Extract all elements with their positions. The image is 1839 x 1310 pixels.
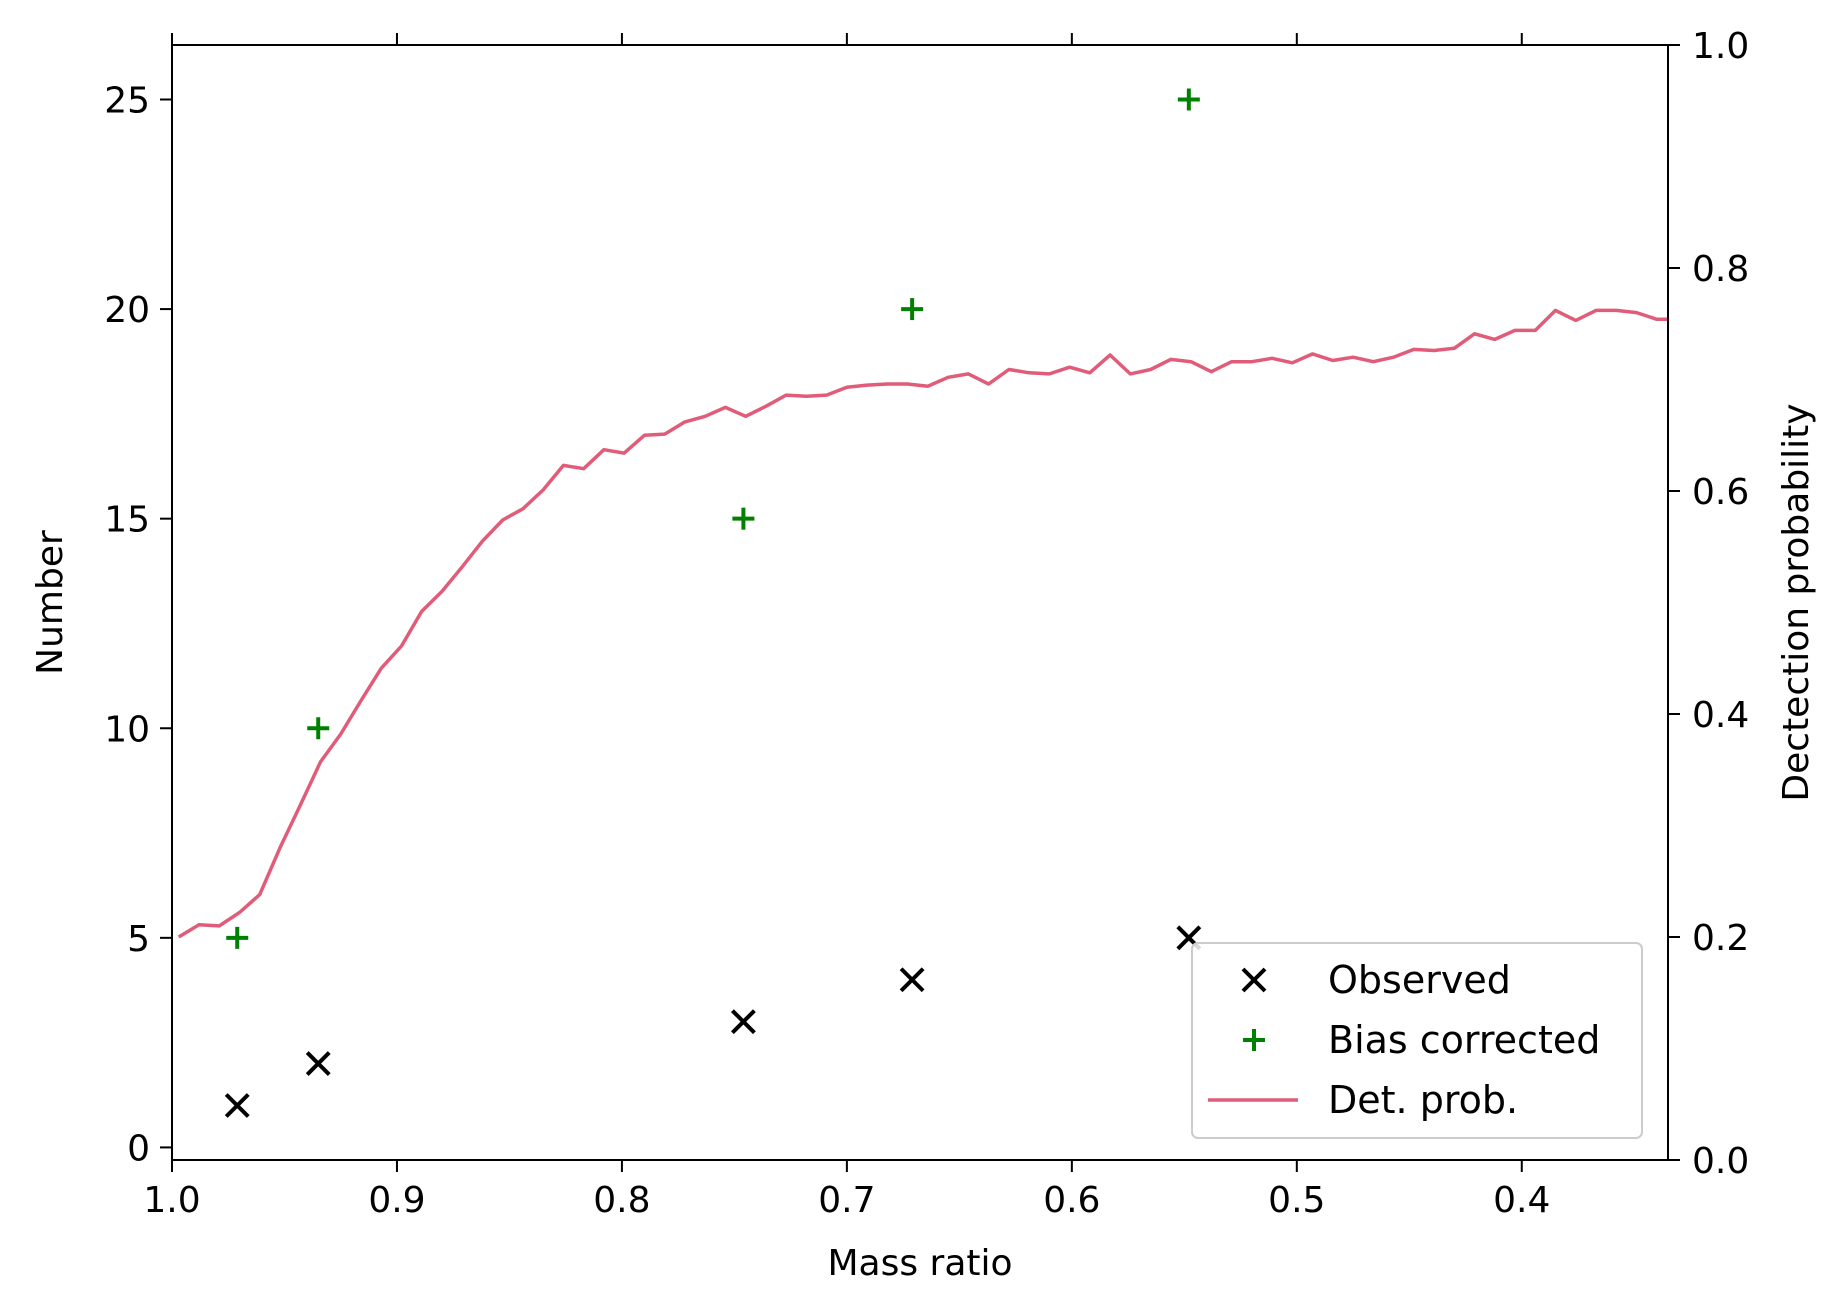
legend-box [1191, 942, 1643, 1139]
bias-corrected-point [901, 298, 924, 321]
y2-tick-label: 0.4 [1692, 695, 1749, 736]
axes-layer: 1.0 0.9 0.8 0.7 0.6 0.5 0.4 0 5 10 15 20 25 0.0 0.2 0.4… [104, 26, 1749, 1221]
bias-corrected-point [732, 507, 755, 530]
y2-tick-label: 0.6 [1692, 472, 1749, 513]
marker-stroke [899, 967, 925, 993]
bias-corrected-point [1177, 88, 1200, 111]
legend-x-marker [1241, 967, 1267, 993]
x-tick-label: 0.4 [1493, 1180, 1550, 1221]
y2-tick-label: 1.0 [1692, 26, 1749, 67]
y-axis-title: Number [30, 530, 71, 675]
marker-stroke [1176, 925, 1202, 951]
y2-tick-label: 0.8 [1692, 249, 1749, 290]
legend-entry: Bias corrected [1243, 1018, 1600, 1062]
y-tick-label: 10 [104, 709, 150, 750]
x-tick-label: 0.9 [368, 1180, 425, 1221]
y2-tick-label: 0.0 [1692, 1141, 1749, 1182]
legend: Observed Bias corrected Det. prob. [1191, 942, 1643, 1139]
plot-frame [171, 44, 1669, 1161]
data-layer [177, 88, 1668, 1118]
y2-tick-label: 0.2 [1692, 918, 1749, 959]
x-tick-label: 0.6 [1043, 1180, 1100, 1221]
marker-stroke [730, 1009, 756, 1035]
observed-point [730, 1009, 756, 1035]
legend-label: Det. prob. [1328, 1078, 1518, 1122]
marker-stroke [224, 1093, 250, 1118]
x-tick-label: 0.7 [818, 1180, 875, 1221]
legend-entry: Det. prob. [1208, 1078, 1518, 1122]
legend-label: Bias corrected [1328, 1018, 1600, 1062]
marker-stroke [305, 1051, 331, 1077]
det-prob-line [177, 308, 1668, 939]
y-tick-label: 25 [104, 80, 150, 121]
bias-corrected-point [226, 926, 249, 949]
x-tick-label: 0.5 [1268, 1180, 1325, 1221]
y-tick-label: 15 [104, 500, 150, 541]
x-tick-label: 1.0 [143, 1180, 200, 1221]
bias-corrected-point [307, 717, 330, 740]
y-tick-label: 0 [127, 1128, 150, 1169]
y-tick-label: 5 [127, 919, 150, 960]
observed-point [305, 1051, 331, 1077]
x-tick-label: 0.8 [593, 1180, 650, 1221]
legend-label: Observed [1328, 958, 1511, 1002]
y2-axis-title: Dectection probability [1776, 403, 1817, 801]
y-tick-label: 20 [104, 290, 150, 331]
observed-point [899, 967, 925, 993]
x-axis-title: Mass ratio [827, 1243, 1012, 1284]
observed-point [224, 1093, 250, 1118]
legend-entry: Observed [1241, 958, 1511, 1002]
